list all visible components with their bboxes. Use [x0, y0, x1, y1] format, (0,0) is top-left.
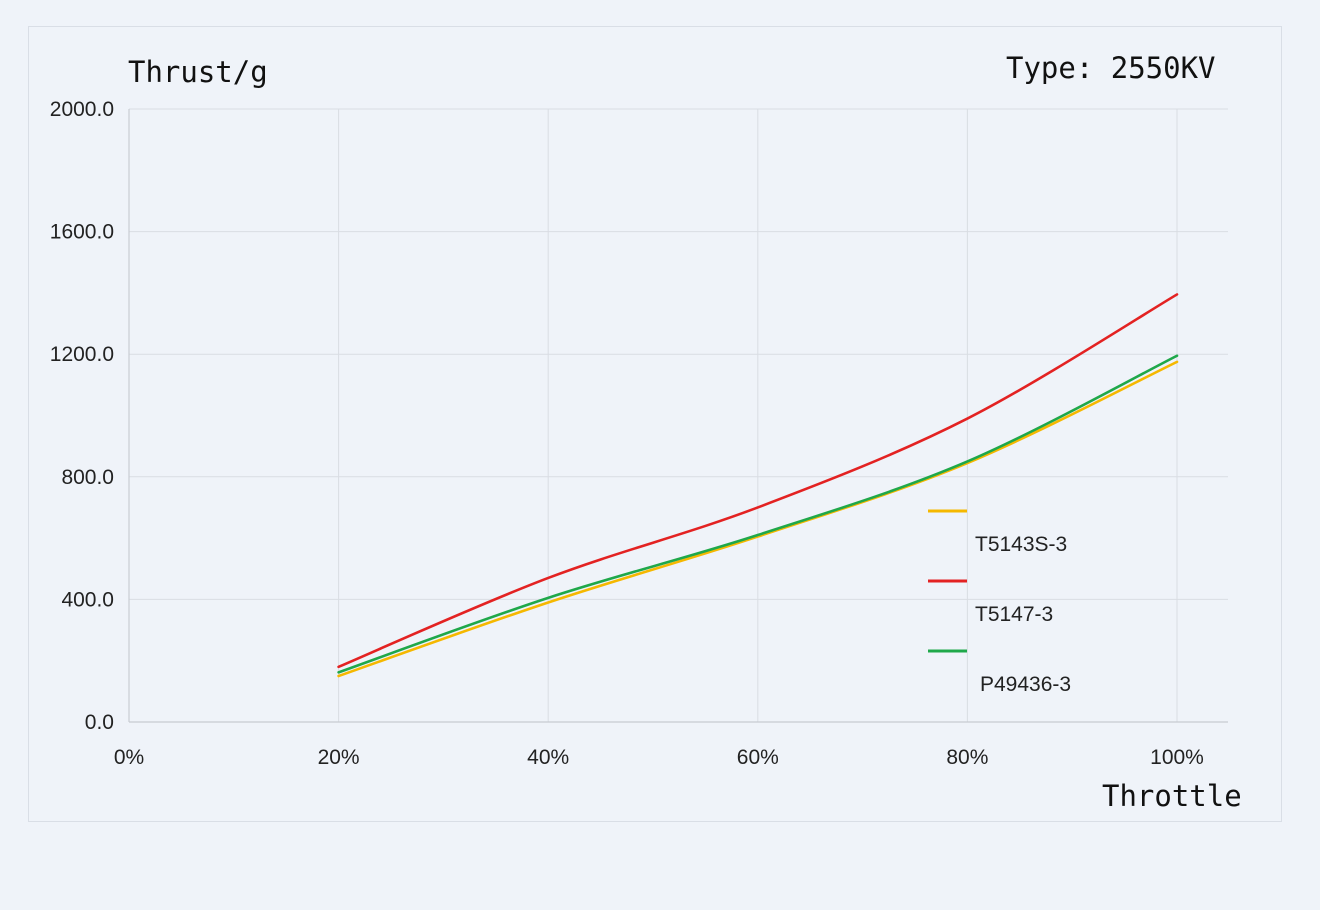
- y-axis-label: Thrust/g: [128, 55, 268, 89]
- legend-label: T5147-3: [975, 603, 1053, 626]
- x-tick-label: 0%: [114, 746, 144, 769]
- series-line-t5147-3: [337, 293, 1179, 669]
- x-axis-label: Throttle: [1102, 779, 1242, 813]
- axes: [128, 109, 1228, 723]
- y-tick-label: 1200.0: [50, 343, 114, 366]
- chart-frame: [28, 26, 1282, 822]
- x-tick-label: 80%: [946, 746, 988, 769]
- x-tick-label: 100%: [1150, 746, 1204, 769]
- series-line-t5143s-3: [337, 360, 1179, 678]
- x-tick-label: 60%: [737, 746, 779, 769]
- y-tick-label: 0.0: [85, 711, 114, 734]
- legend: T5143S-3 T5147-3 P49436-3: [928, 509, 1071, 696]
- series-line-p49436-3: [337, 354, 1179, 674]
- tick-labels: 0.0 400.0 800.0 1200.0 1600.0 2000.0 0% 20% 40% 6…: [50, 98, 1204, 769]
- y-tick-label: 1600.0: [50, 221, 114, 244]
- y-tick-label: 2000.0: [50, 98, 114, 121]
- x-tick-label: 40%: [527, 746, 569, 769]
- series-lines: [337, 293, 1179, 678]
- legend-label: T5143S-3: [975, 533, 1067, 556]
- grid-lines: [129, 108, 1228, 722]
- x-tick-label: 20%: [318, 746, 360, 769]
- y-tick-label: 800.0: [61, 466, 114, 489]
- y-tick-label: 400.0: [61, 588, 114, 611]
- legend-label: P49436-3: [980, 673, 1071, 696]
- chart-title: Type: 2550KV: [1006, 51, 1216, 85]
